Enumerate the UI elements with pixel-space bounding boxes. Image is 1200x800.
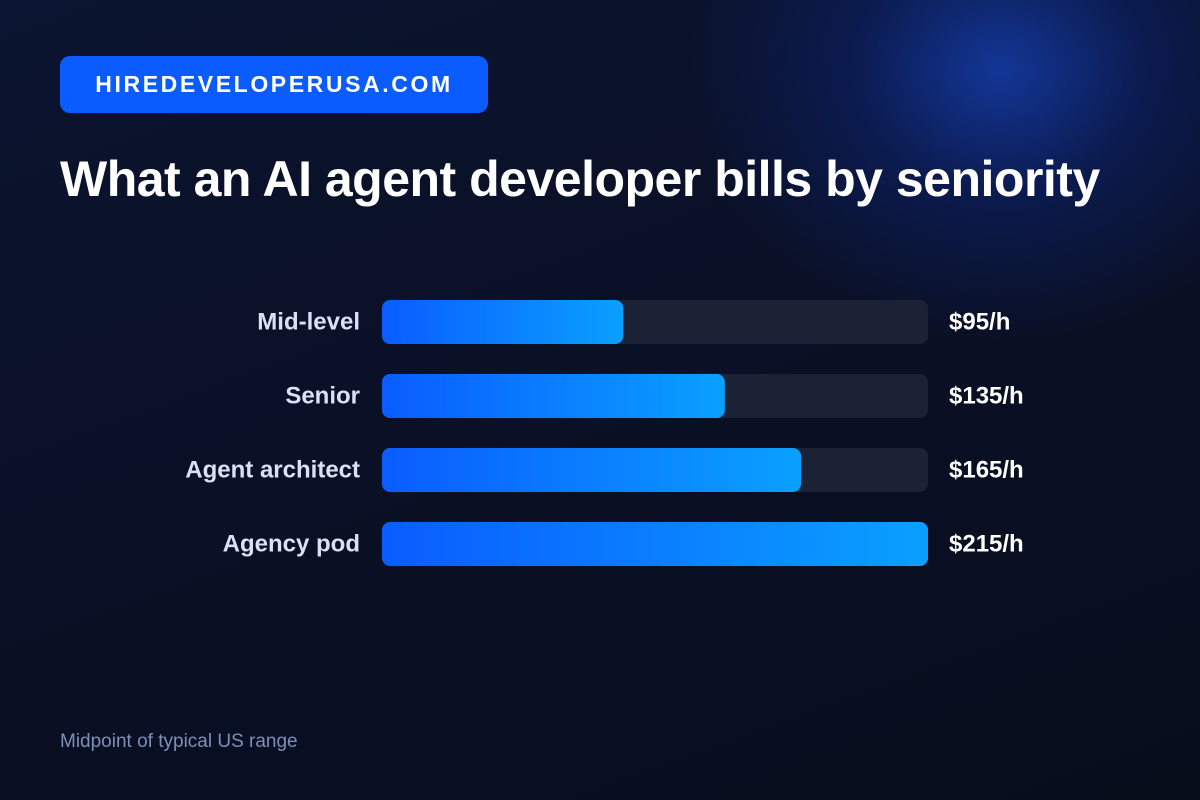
chart-title: What an AI agent developer bills by seni… xyxy=(60,151,1100,207)
category-label: Agency pod xyxy=(223,531,360,558)
category-label: Agent architect xyxy=(185,457,360,484)
bar xyxy=(382,522,928,566)
brand-label: HIREDEVELOPERUSA.COM xyxy=(95,71,453,97)
value-label: $135/h xyxy=(949,383,1024,410)
value-label: $215/h xyxy=(949,531,1024,558)
category-label: Mid-level xyxy=(257,309,360,336)
footnote: Midpoint of typical US range xyxy=(60,731,298,752)
value-label: $165/h xyxy=(949,457,1024,484)
value-label: $95/h xyxy=(949,309,1010,336)
bar xyxy=(382,448,802,492)
chart-rows: Mid-level $95/h Senior $135/h Agent architec… xyxy=(185,300,1024,566)
bar xyxy=(382,300,624,344)
brand-badge: HIREDEVELOPERUSA.COM xyxy=(60,56,488,113)
category-label: Senior xyxy=(285,383,360,410)
bar xyxy=(382,374,725,418)
